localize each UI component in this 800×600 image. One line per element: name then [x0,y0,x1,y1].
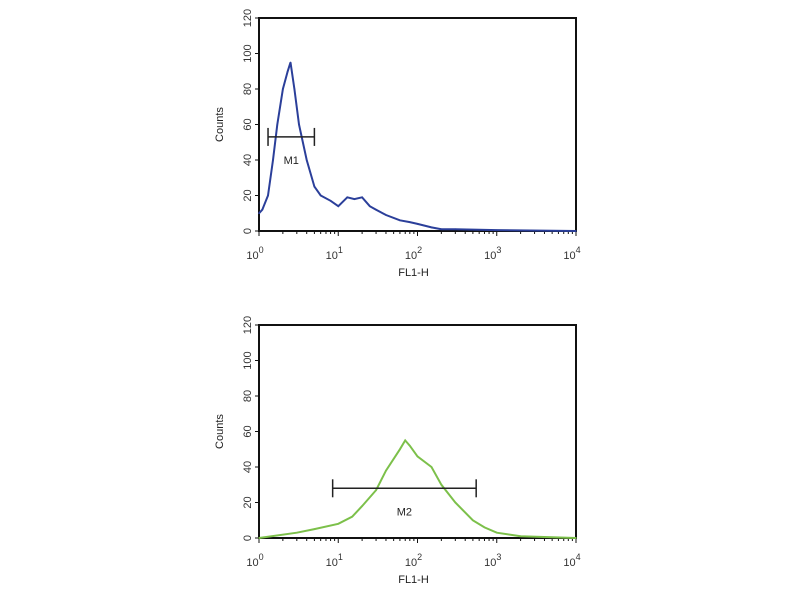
data-point [519,535,522,538]
x-tick-exponent: 1 [338,552,343,562]
data-point [258,212,260,215]
x-tick-exponent: 2 [417,245,422,255]
data-point [298,123,300,126]
y-tick-label: 120 [242,9,254,27]
y-tick-label: 40 [242,461,254,473]
data-point [409,221,411,223]
data-point [351,515,354,518]
data-point [272,159,274,161]
data-point [399,448,401,451]
y-tick-label: 60 [242,118,254,130]
data-point [430,226,433,229]
data-point [293,88,296,90]
histogram-line [258,438,577,539]
data-point [282,88,284,90]
data-point [319,194,322,197]
data-point [416,223,419,225]
y-tick-label: 100 [242,351,254,369]
data-point [440,228,443,231]
data-point [483,526,486,529]
data-point [399,219,401,222]
x-axis-label: FL1-H [398,267,429,279]
data-point [296,531,298,534]
data-point [440,483,443,486]
data-point [313,528,316,530]
plot-frame [258,324,577,539]
data-point [267,194,269,197]
y-axis-label: Counts [214,107,226,142]
y-tick-label: 80 [242,390,254,402]
y-tick-label: 0 [242,228,254,234]
data-point [353,198,356,200]
data-point [361,505,363,507]
y-tick-label: 40 [242,154,254,166]
x-tick-label: 104 [563,552,580,569]
data-point [361,196,363,199]
data-point [454,228,457,231]
y-tick-label: 100 [242,44,254,62]
y-tick-label: 60 [242,425,254,437]
x-tick-exponent: 3 [496,552,501,562]
x-tick-exponent: 0 [259,552,264,562]
data-point [368,205,371,207]
x-tick-exponent: 1 [338,245,343,255]
data-point [404,439,407,442]
x-tick-exponent: 4 [576,552,581,562]
x-tick-exponent: 2 [417,552,422,562]
x-tick-exponent: 3 [496,245,501,255]
data-point [375,208,377,211]
x-tick-label: 103 [484,245,501,262]
data-point [289,61,292,64]
data-point [472,519,474,522]
y-axis-label: Counts [214,414,226,449]
data-point [409,444,411,447]
y-tick-label: 20 [242,189,254,201]
x-tick-label: 101 [326,245,343,262]
y-tick-label: 80 [242,83,254,95]
x-tick-label: 100 [246,245,263,262]
x-tick-label: 100 [246,552,263,569]
data-point [385,469,387,472]
data-point [454,501,457,504]
data-point [261,208,264,211]
marker-label: M2 [397,506,412,518]
data-point [346,196,349,199]
data-point [286,70,289,73]
data-point [305,159,308,161]
data-point [495,229,498,231]
data-point [337,523,340,525]
data-point [430,466,433,468]
data-point [258,537,260,539]
data-point [276,123,279,126]
data-point [329,200,332,202]
data-point [575,230,577,232]
histogram-line [258,62,577,232]
y-tick-label: 120 [242,316,254,334]
data-point [385,214,387,216]
data-point [416,455,419,458]
x-tick-exponent: 0 [259,245,264,255]
y-tick-label: 20 [242,496,254,508]
x-tick-label: 104 [563,245,580,262]
data-point [375,489,377,491]
x-tick-label: 102 [405,245,422,262]
x-tick-label: 103 [484,552,501,569]
x-tick-label: 102 [405,552,422,569]
x-axis-label: FL1-H [398,574,429,586]
data-point [313,185,316,188]
data-point [575,537,577,539]
y-tick-label: 0 [242,535,254,541]
x-tick-exponent: 4 [576,245,581,255]
data-point [337,205,340,207]
x-tick-label: 101 [326,552,343,569]
plot-frame [258,17,577,232]
marker-label: M1 [284,155,299,167]
data-point [495,531,498,534]
